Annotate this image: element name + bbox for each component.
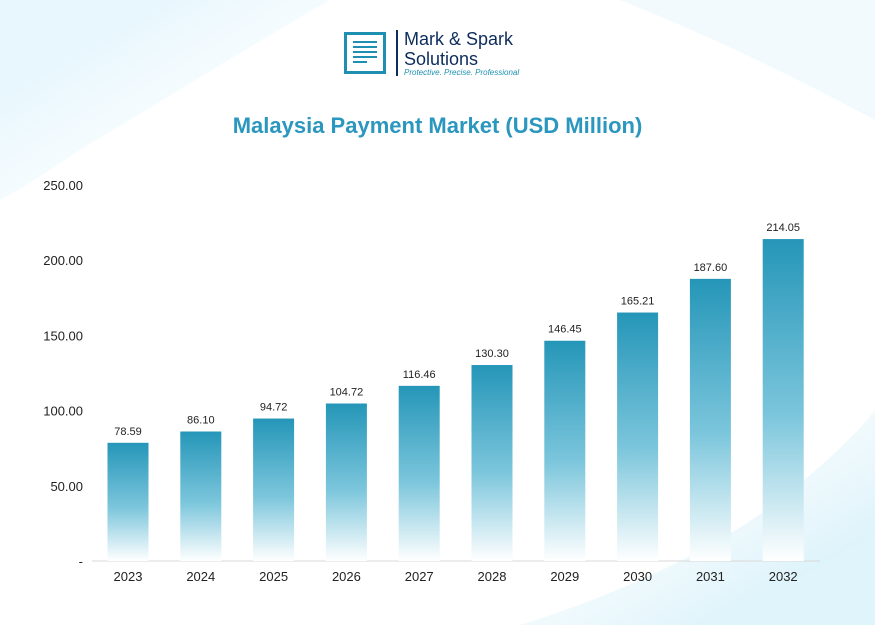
logo-divider (396, 30, 398, 76)
bar (471, 365, 513, 561)
chart-title: Malaysia Payment Market (USD Million) (232, 113, 643, 138)
brand-tagline: Protective. Precise. Professional (404, 68, 520, 77)
bar (398, 385, 440, 561)
y-tick-label: 50.00 (50, 479, 83, 494)
x-tick-label: 2031 (696, 569, 725, 584)
x-tick-label: 2026 (332, 569, 361, 584)
y-tick-label: - (79, 554, 83, 569)
brand-name-line2: Solutions (404, 49, 479, 69)
y-tick-label: 100.00 (43, 404, 83, 419)
x-tick-label: 2023 (114, 569, 143, 584)
x-tick-label: 2029 (550, 569, 579, 584)
bar (325, 403, 367, 561)
bar (107, 442, 149, 561)
bar-value-label: 214.05 (766, 222, 800, 234)
bar-value-label: 187.60 (694, 262, 728, 274)
bar-value-label: 78.59 (114, 426, 142, 438)
x-tick-label: 2027 (405, 569, 434, 584)
bar (689, 278, 731, 561)
bar-value-label: 130.30 (475, 348, 509, 360)
bar (544, 340, 586, 561)
bar-value-label: 86.10 (187, 415, 215, 427)
document-icon (344, 32, 386, 74)
bar (253, 418, 295, 561)
brand-logo: Mark & Spark Solutions Protective. Preci… (344, 29, 544, 78)
x-tick-label: 2032 (769, 569, 798, 584)
x-tick-label: 2024 (186, 569, 215, 584)
bar-value-label: 146.45 (548, 324, 582, 336)
y-tick-label: 200.00 (43, 253, 83, 268)
x-tick-label: 2025 (259, 569, 288, 584)
y-tick-label: 150.00 (43, 328, 83, 343)
x-tick-label: 2030 (623, 569, 652, 584)
bar (617, 312, 659, 561)
bar-value-label: 94.72 (260, 402, 288, 414)
bar-value-label: 116.46 (403, 369, 436, 381)
bar (180, 431, 222, 561)
bar-value-label: 104.72 (330, 387, 364, 399)
brand-name: Mark & Spark (404, 29, 514, 49)
x-tick-label: 2028 (478, 569, 507, 584)
y-tick-label: 250.00 (43, 178, 83, 193)
bar (762, 239, 804, 562)
bar-value-label: 165.21 (621, 296, 655, 308)
